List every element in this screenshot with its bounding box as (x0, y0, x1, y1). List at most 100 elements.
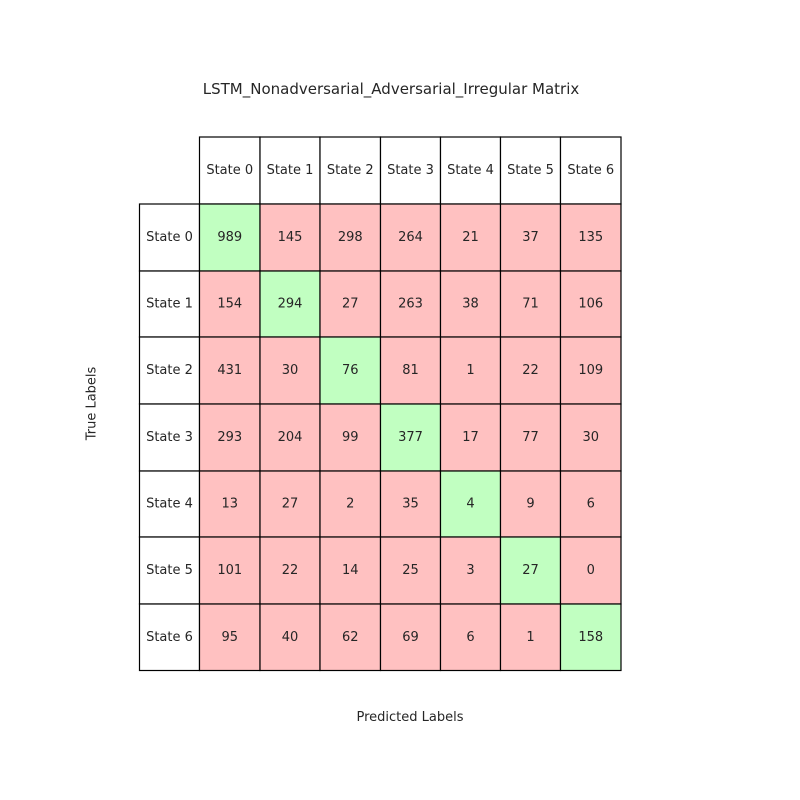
cell-value: 6 (466, 630, 474, 645)
row-header-cell (138, 603, 201, 672)
matrix-cell (259, 470, 321, 538)
cell-value: 106 (578, 297, 603, 312)
matrix-cell (379, 470, 442, 538)
matrix-cell (499, 403, 562, 472)
column-header-cell (319, 136, 382, 205)
matrix-cell (559, 470, 622, 538)
cell-value: 69 (402, 630, 419, 645)
cell-value: 14 (342, 563, 359, 578)
diagonal-cell (559, 603, 622, 672)
row-header-label: State 2 (146, 363, 193, 378)
matrix-cell (499, 270, 562, 338)
cell-value: 25 (402, 563, 419, 578)
cell-value: 95 (221, 630, 238, 645)
cell-value: 21 (462, 230, 479, 245)
cell-value: 17 (462, 430, 479, 445)
cell-value: 293 (217, 430, 242, 445)
matrix-cell (559, 403, 622, 472)
x-axis-label: Predicted Labels (356, 710, 464, 725)
cell-value: 135 (578, 230, 603, 245)
matrix-cell (319, 470, 382, 538)
row-header-label: State 1 (146, 297, 193, 312)
cell-value: 37 (522, 230, 539, 245)
cell-value: 6 (587, 497, 595, 512)
cell-value: 109 (578, 363, 603, 378)
cell-value: 263 (398, 297, 423, 312)
row-header-label: State 6 (146, 630, 193, 645)
column-header-cell (439, 136, 502, 205)
diagonal-cell (198, 203, 261, 272)
chart-title: LSTM_Nonadversarial_Adversarial_Irregula… (202, 80, 580, 98)
column-header-cell (198, 136, 261, 205)
cell-value: 377 (398, 430, 423, 445)
row-header-cell (138, 536, 201, 605)
matrix-cell (379, 270, 442, 338)
cell-value: 9 (526, 497, 534, 512)
matrix-cell (499, 603, 562, 672)
column-header-cell (379, 136, 442, 205)
row-header-label: State 0 (146, 230, 193, 245)
column-header-label: State 1 (267, 163, 314, 178)
matrix-cell (379, 203, 442, 272)
row-header-label: State 5 (146, 563, 193, 578)
cell-value: 99 (342, 430, 359, 445)
cell-value: 989 (217, 230, 242, 245)
cell-value: 62 (342, 630, 359, 645)
matrix-cell (379, 336, 442, 405)
cell-value: 40 (282, 630, 299, 645)
cell-value: 145 (278, 230, 303, 245)
matrix-cell (439, 403, 502, 472)
column-header-label: State 2 (327, 163, 374, 178)
cell-value: 4 (466, 497, 474, 512)
matrix-cell (559, 536, 622, 605)
matrix-cell (319, 403, 382, 472)
row-header-label: State 4 (146, 497, 193, 512)
cell-value: 13 (221, 497, 238, 512)
cell-value: 35 (402, 497, 419, 512)
cell-value: 2 (346, 497, 354, 512)
matrix-cell (259, 536, 321, 605)
row-header-label: State 3 (146, 430, 193, 445)
cell-value: 22 (522, 363, 539, 378)
matrix-cell (259, 403, 321, 472)
matrix-cell (499, 203, 562, 272)
diagonal-cell (259, 270, 321, 338)
matrix-cell (198, 603, 261, 672)
matrix-cell (259, 336, 321, 405)
column-header-label: State 5 (507, 163, 554, 178)
cell-value: 30 (582, 430, 599, 445)
cell-value: 204 (278, 430, 303, 445)
cell-value: 158 (578, 630, 603, 645)
diagonal-cell (499, 536, 562, 605)
matrix-cell (319, 270, 382, 338)
cell-value: 22 (282, 563, 299, 578)
cell-value: 38 (462, 297, 479, 312)
matrix-cell (439, 336, 502, 405)
cell-value: 71 (522, 297, 539, 312)
cell-value: 3 (466, 563, 474, 578)
cell-value: 1 (526, 630, 534, 645)
matrix-cell (319, 603, 382, 672)
column-header-label: State 0 (206, 163, 253, 178)
column-header-cell (499, 136, 562, 205)
cell-value: 431 (217, 363, 242, 378)
matrix-cell (439, 603, 502, 672)
cell-value: 0 (587, 563, 595, 578)
cell-value: 27 (342, 297, 359, 312)
cell-value: 77 (522, 430, 539, 445)
cell-value: 1 (466, 363, 474, 378)
row-header-cell (138, 336, 201, 405)
column-header-label: State 3 (387, 163, 434, 178)
matrix-cell (379, 603, 442, 672)
cell-value: 294 (278, 297, 303, 312)
column-header-label: State 6 (567, 163, 614, 178)
cell-value: 27 (282, 497, 299, 512)
cell-value: 30 (282, 363, 299, 378)
matrix-cell (439, 203, 502, 272)
column-header-label: State 4 (447, 163, 494, 178)
cell-value: 76 (342, 363, 359, 378)
matrix-cell (319, 203, 382, 272)
cell-value: 264 (398, 230, 423, 245)
row-header-cell (138, 470, 201, 538)
